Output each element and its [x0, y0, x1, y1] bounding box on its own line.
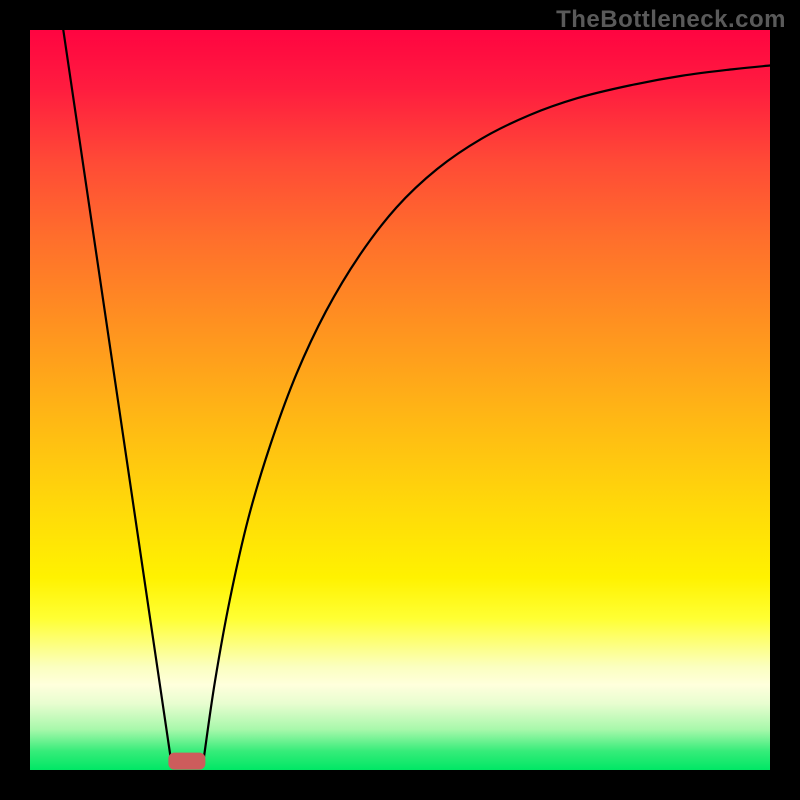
bottleneck-marker [168, 753, 205, 770]
marker-group [168, 753, 205, 770]
gradient-rect [30, 30, 770, 770]
plot-svg [30, 30, 770, 770]
watermark-text: TheBottleneck.com [556, 6, 786, 34]
chart-frame: TheBottleneck.com [0, 0, 800, 800]
